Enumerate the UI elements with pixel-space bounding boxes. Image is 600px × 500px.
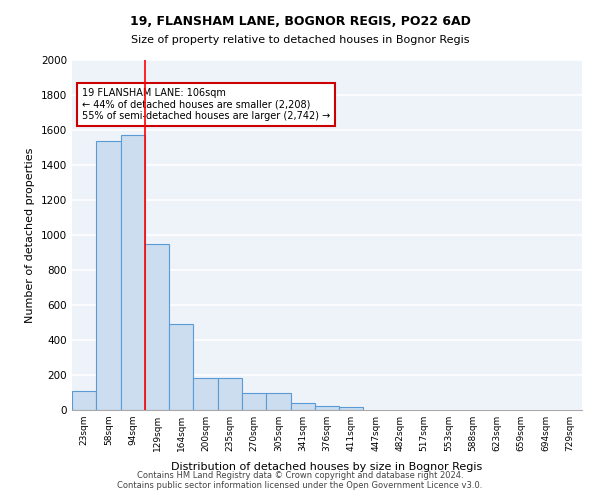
Text: Contains HM Land Registry data © Crown copyright and database right 2024.
Contai: Contains HM Land Registry data © Crown c… <box>118 470 482 490</box>
Text: Size of property relative to detached houses in Bognor Regis: Size of property relative to detached ho… <box>131 35 469 45</box>
Bar <box>169 324 193 410</box>
Bar <box>72 391 96 410</box>
Bar <box>121 135 145 410</box>
Bar <box>145 244 169 410</box>
Bar <box>315 406 339 410</box>
Bar <box>218 378 242 410</box>
X-axis label: Distribution of detached houses by size in Bognor Regis: Distribution of detached houses by size … <box>172 462 482 472</box>
Bar <box>290 403 315 410</box>
Bar <box>242 392 266 410</box>
Bar <box>266 392 290 410</box>
Bar <box>339 408 364 410</box>
Bar <box>193 378 218 410</box>
Bar <box>96 140 121 410</box>
Text: 19 FLANSHAM LANE: 106sqm
← 44% of detached houses are smaller (2,208)
55% of sem: 19 FLANSHAM LANE: 106sqm ← 44% of detach… <box>82 88 331 121</box>
Text: 19, FLANSHAM LANE, BOGNOR REGIS, PO22 6AD: 19, FLANSHAM LANE, BOGNOR REGIS, PO22 6A… <box>130 15 470 28</box>
Y-axis label: Number of detached properties: Number of detached properties <box>25 148 35 322</box>
